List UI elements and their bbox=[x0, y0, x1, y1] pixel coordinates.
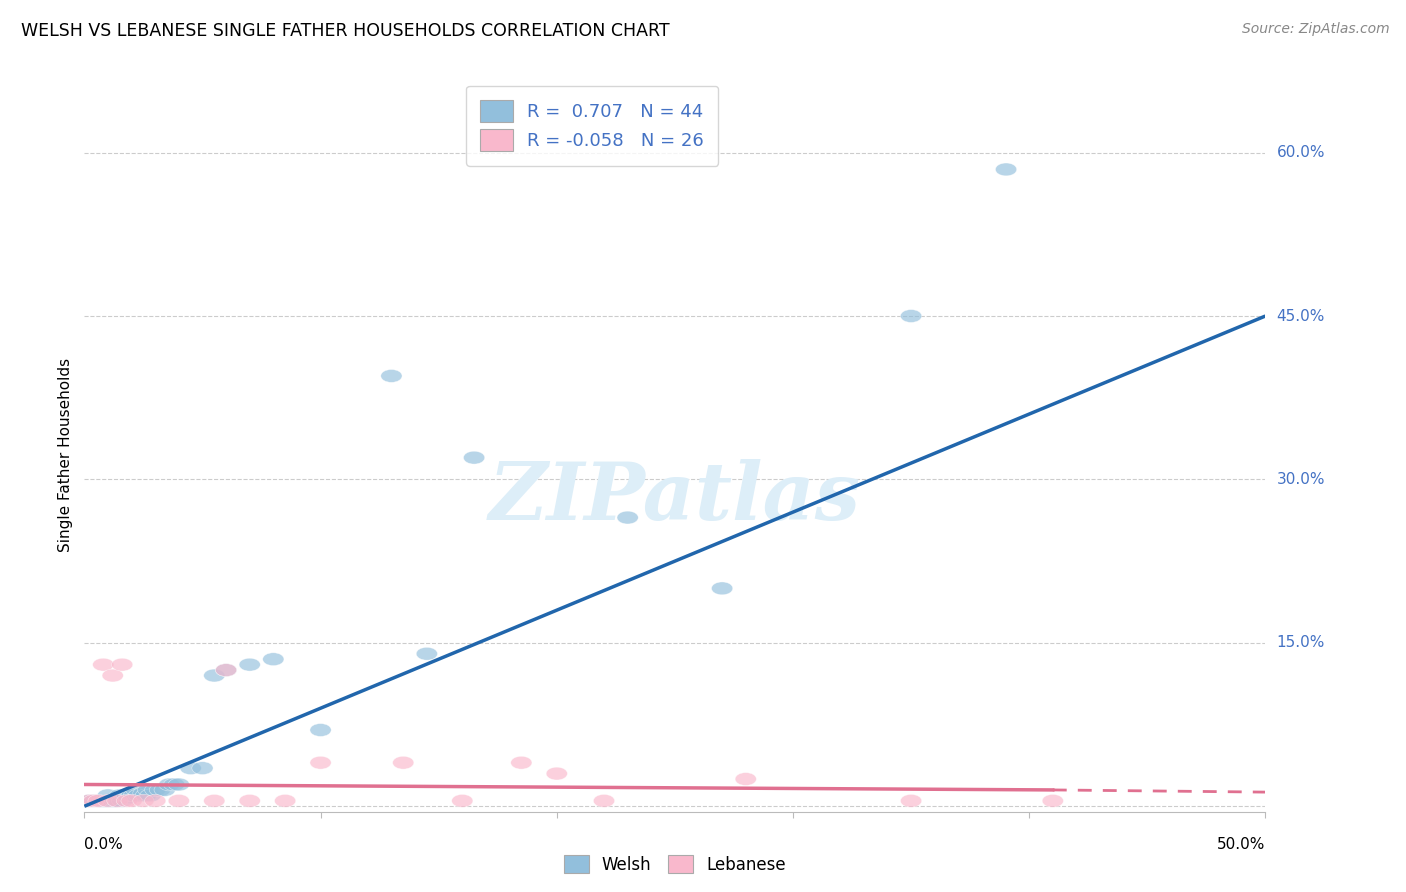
Text: Source: ZipAtlas.com: Source: ZipAtlas.com bbox=[1241, 22, 1389, 37]
Text: ZIPatlas: ZIPatlas bbox=[489, 459, 860, 536]
Y-axis label: Single Father Households: Single Father Households bbox=[58, 358, 73, 552]
Text: 0.0%: 0.0% bbox=[84, 837, 124, 852]
Text: WELSH VS LEBANESE SINGLE FATHER HOUSEHOLDS CORRELATION CHART: WELSH VS LEBANESE SINGLE FATHER HOUSEHOL… bbox=[21, 22, 669, 40]
Text: 50.0%: 50.0% bbox=[1218, 837, 1265, 852]
Text: 15.0%: 15.0% bbox=[1277, 635, 1324, 650]
Text: 30.0%: 30.0% bbox=[1277, 472, 1324, 487]
Text: 60.0%: 60.0% bbox=[1277, 145, 1324, 160]
Legend: Welsh, Lebanese: Welsh, Lebanese bbox=[555, 847, 794, 882]
Text: 45.0%: 45.0% bbox=[1277, 309, 1324, 324]
